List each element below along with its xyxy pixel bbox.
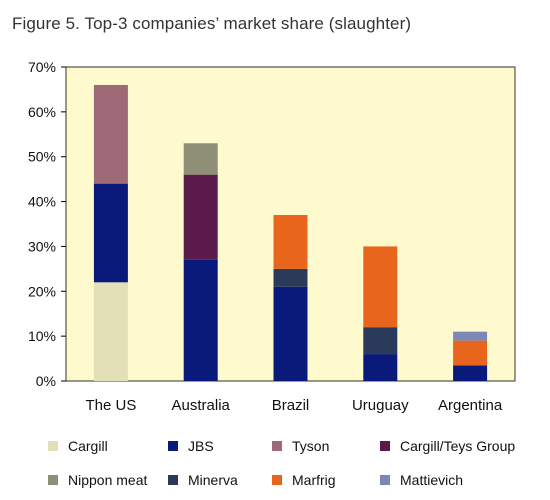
legend-swatch-mattievich bbox=[380, 475, 390, 485]
legend-item-tyson: Tyson bbox=[272, 438, 329, 454]
legend-swatch-marfrig bbox=[272, 475, 282, 485]
x-tick-label: Uruguay bbox=[352, 397, 409, 414]
legend-item-jbs: JBS bbox=[168, 438, 214, 454]
bar-segment-jbs bbox=[363, 354, 398, 381]
y-tick-label: 0% bbox=[36, 373, 56, 389]
chart-legend: Cargill JBS Tyson Cargill/Teys Group Nip… bbox=[0, 430, 550, 500]
y-tick-label: 50% bbox=[28, 149, 56, 165]
chart-title: Figure 5. Top-3 companies’ market share … bbox=[12, 14, 412, 33]
legend-item-cargill: Cargill bbox=[48, 438, 108, 454]
bar-segment-jbs bbox=[93, 183, 128, 283]
legend-item-nippon-meat: Nippon meat bbox=[48, 472, 147, 488]
stacked-bar-chart: 0% 10% 20% 30% 40% 50% 60% 70% The US Australia Br… bbox=[28, 59, 516, 414]
legend-swatch-nippon-meat bbox=[48, 475, 58, 485]
legend-label-cargill: Cargill bbox=[68, 438, 108, 454]
x-tick-label: Brazil bbox=[272, 397, 310, 414]
bar-segment-cargill bbox=[93, 282, 128, 381]
bar-segment-jbs bbox=[273, 286, 308, 381]
bar-segment-marfrig bbox=[453, 340, 488, 366]
bar-segment-tyson bbox=[93, 84, 128, 184]
bar-segment-cargill-teys-group bbox=[183, 174, 218, 260]
legend-label-mattievich: Mattievich bbox=[400, 472, 464, 488]
legend-item-mattievich: Mattievich bbox=[380, 472, 463, 488]
legend-label-cargill-teys-group: Cargill/Teys Group bbox=[400, 438, 516, 454]
legend-label-tyson: Tyson bbox=[292, 438, 330, 454]
bar-segment-jbs bbox=[453, 365, 488, 381]
legend-swatch-cargill bbox=[48, 441, 58, 451]
y-tick-label: 40% bbox=[28, 194, 56, 210]
legend-swatch-jbs bbox=[168, 441, 178, 451]
bar-segment-mattievich bbox=[453, 331, 488, 341]
x-tick-label: Argentina bbox=[438, 397, 503, 414]
legend-swatch-cargill-teys-group bbox=[380, 441, 390, 451]
legend-label-minerva: Minerva bbox=[188, 472, 238, 488]
y-tick-label: 20% bbox=[28, 283, 56, 299]
legend-item-minerva: Minerva bbox=[168, 472, 238, 488]
legend-swatch-minerva bbox=[168, 475, 178, 485]
bar-segment-jbs bbox=[183, 259, 218, 381]
legend-swatch-tyson bbox=[272, 441, 282, 451]
bar-segment-minerva bbox=[363, 327, 398, 355]
y-tick-label: 10% bbox=[28, 328, 56, 344]
y-tick-label: 70% bbox=[28, 59, 56, 75]
legend-label-marfrig: Marfrig bbox=[292, 472, 336, 488]
bar-segment-marfrig bbox=[363, 246, 398, 328]
bar-segment-marfrig bbox=[273, 215, 308, 269]
y-tick-label: 60% bbox=[28, 104, 56, 120]
x-tick-label: Australia bbox=[172, 397, 231, 414]
legend-item-cargill-teys-group: Cargill/Teys Group bbox=[380, 438, 515, 454]
bar-segment-nippon-meat bbox=[183, 143, 218, 175]
x-tick-label: The US bbox=[85, 397, 136, 414]
legend-item-marfrig: Marfrig bbox=[272, 472, 336, 488]
legend-label-jbs: JBS bbox=[188, 438, 214, 454]
bar-segment-minerva bbox=[273, 268, 308, 287]
y-tick-label: 30% bbox=[28, 238, 56, 254]
legend-label-nippon-meat: Nippon meat bbox=[68, 472, 148, 488]
